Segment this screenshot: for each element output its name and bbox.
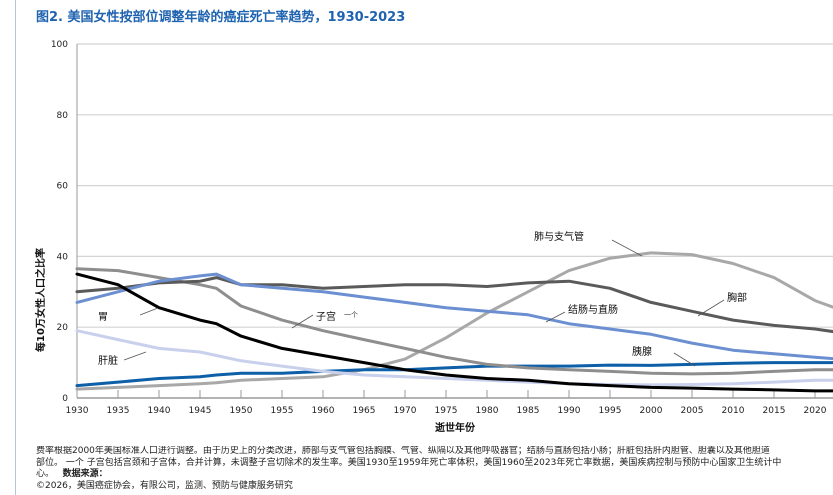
leader-line <box>611 239 643 257</box>
series-label: 子宫 <box>316 310 336 323</box>
y-tick-label: 40 <box>57 252 69 262</box>
y-tick-label: 0 <box>62 394 68 404</box>
series-line-2 <box>75 272 833 361</box>
x-tick-label: 1930 <box>66 406 89 416</box>
footnote-line-2: 部位。 一个 子宫包括宫颈和子宫体，合并计算，未调整子宫切除术的发生率。美国19… <box>36 457 782 468</box>
left-border <box>15 0 16 495</box>
series-line-5 <box>75 329 833 387</box>
series-label: 肺与支气管 <box>534 230 584 243</box>
footnote: 费率根据2000年美国标准人口进行调整。由于历史上的分类改进，肺部与支气管包括胸… <box>36 446 833 492</box>
series-line-1 <box>75 276 833 334</box>
data-source-label: 数据来源： <box>62 469 108 479</box>
y-tick-label: 80 <box>57 111 69 121</box>
series-line-3 <box>75 267 833 376</box>
footnote-line-1: 费率根据2000年美国标准人口进行调整。由于历史上的分类改进，肺部与支气管包括胸… <box>36 446 770 456</box>
x-tick-label: 1985 <box>517 406 540 416</box>
x-tick-label: 1935 <box>107 406 130 416</box>
x-tick-label: 2010 <box>722 406 745 416</box>
uterus-footnote-marker: 一个 <box>344 311 358 319</box>
footnote-line-3a: 心。 <box>36 469 55 479</box>
x-tick-label: 2015 <box>763 406 786 416</box>
copyright: ©2026，美国癌症协会，有限公司，监测、预防与健康服务研究 <box>36 480 293 491</box>
x-tick-label: 2000 <box>640 406 663 416</box>
x-tick-label: 1955 <box>271 406 294 416</box>
x-tick-label: 1975 <box>435 406 458 416</box>
chart-title: 图2. 美国女性按部位调整年龄的癌症死亡率趋势，1930-2023 <box>36 10 406 25</box>
series-line-0 <box>75 251 833 391</box>
series-label: 胸部 <box>727 291 747 304</box>
x-tick-label: 2020 <box>804 406 827 416</box>
leader-line <box>123 351 147 361</box>
x-tick-label: 2005 <box>681 406 704 416</box>
y-tick-label: 100 <box>51 40 68 50</box>
y-axis-title: 每10万女性人口之比率 <box>34 248 47 352</box>
x-tick-label: 1970 <box>394 406 417 416</box>
series-label: 结肠与直肠 <box>568 303 618 316</box>
series-label: 胃 <box>98 311 108 323</box>
x-tick-label: 1945 <box>189 406 212 416</box>
leader-line <box>697 299 725 317</box>
x-tick-label: 1950 <box>230 406 253 416</box>
x-tick-label: 1960 <box>312 406 335 416</box>
series-line-4 <box>75 272 833 393</box>
leader-line <box>291 314 314 329</box>
leader-line <box>545 311 566 323</box>
series-label: 肝脏 <box>98 354 118 367</box>
series-line-6 <box>75 361 833 388</box>
x-axis-title: 逝世年份 <box>435 421 476 434</box>
series-label: 胰腺 <box>632 345 652 358</box>
x-tick-label: 1980 <box>476 406 499 416</box>
leader-line <box>139 307 159 316</box>
y-tick-label: 60 <box>57 182 69 192</box>
x-tick-label: 1940 <box>148 406 171 416</box>
x-tick-label: 1965 <box>353 406 376 416</box>
x-tick-label: 1990 <box>558 406 581 416</box>
footnote-line-3: 心。 数据来源： <box>36 469 833 481</box>
y-tick-label: 20 <box>57 323 69 333</box>
x-tick-label: 1995 <box>599 406 622 416</box>
leader-line <box>673 352 696 367</box>
